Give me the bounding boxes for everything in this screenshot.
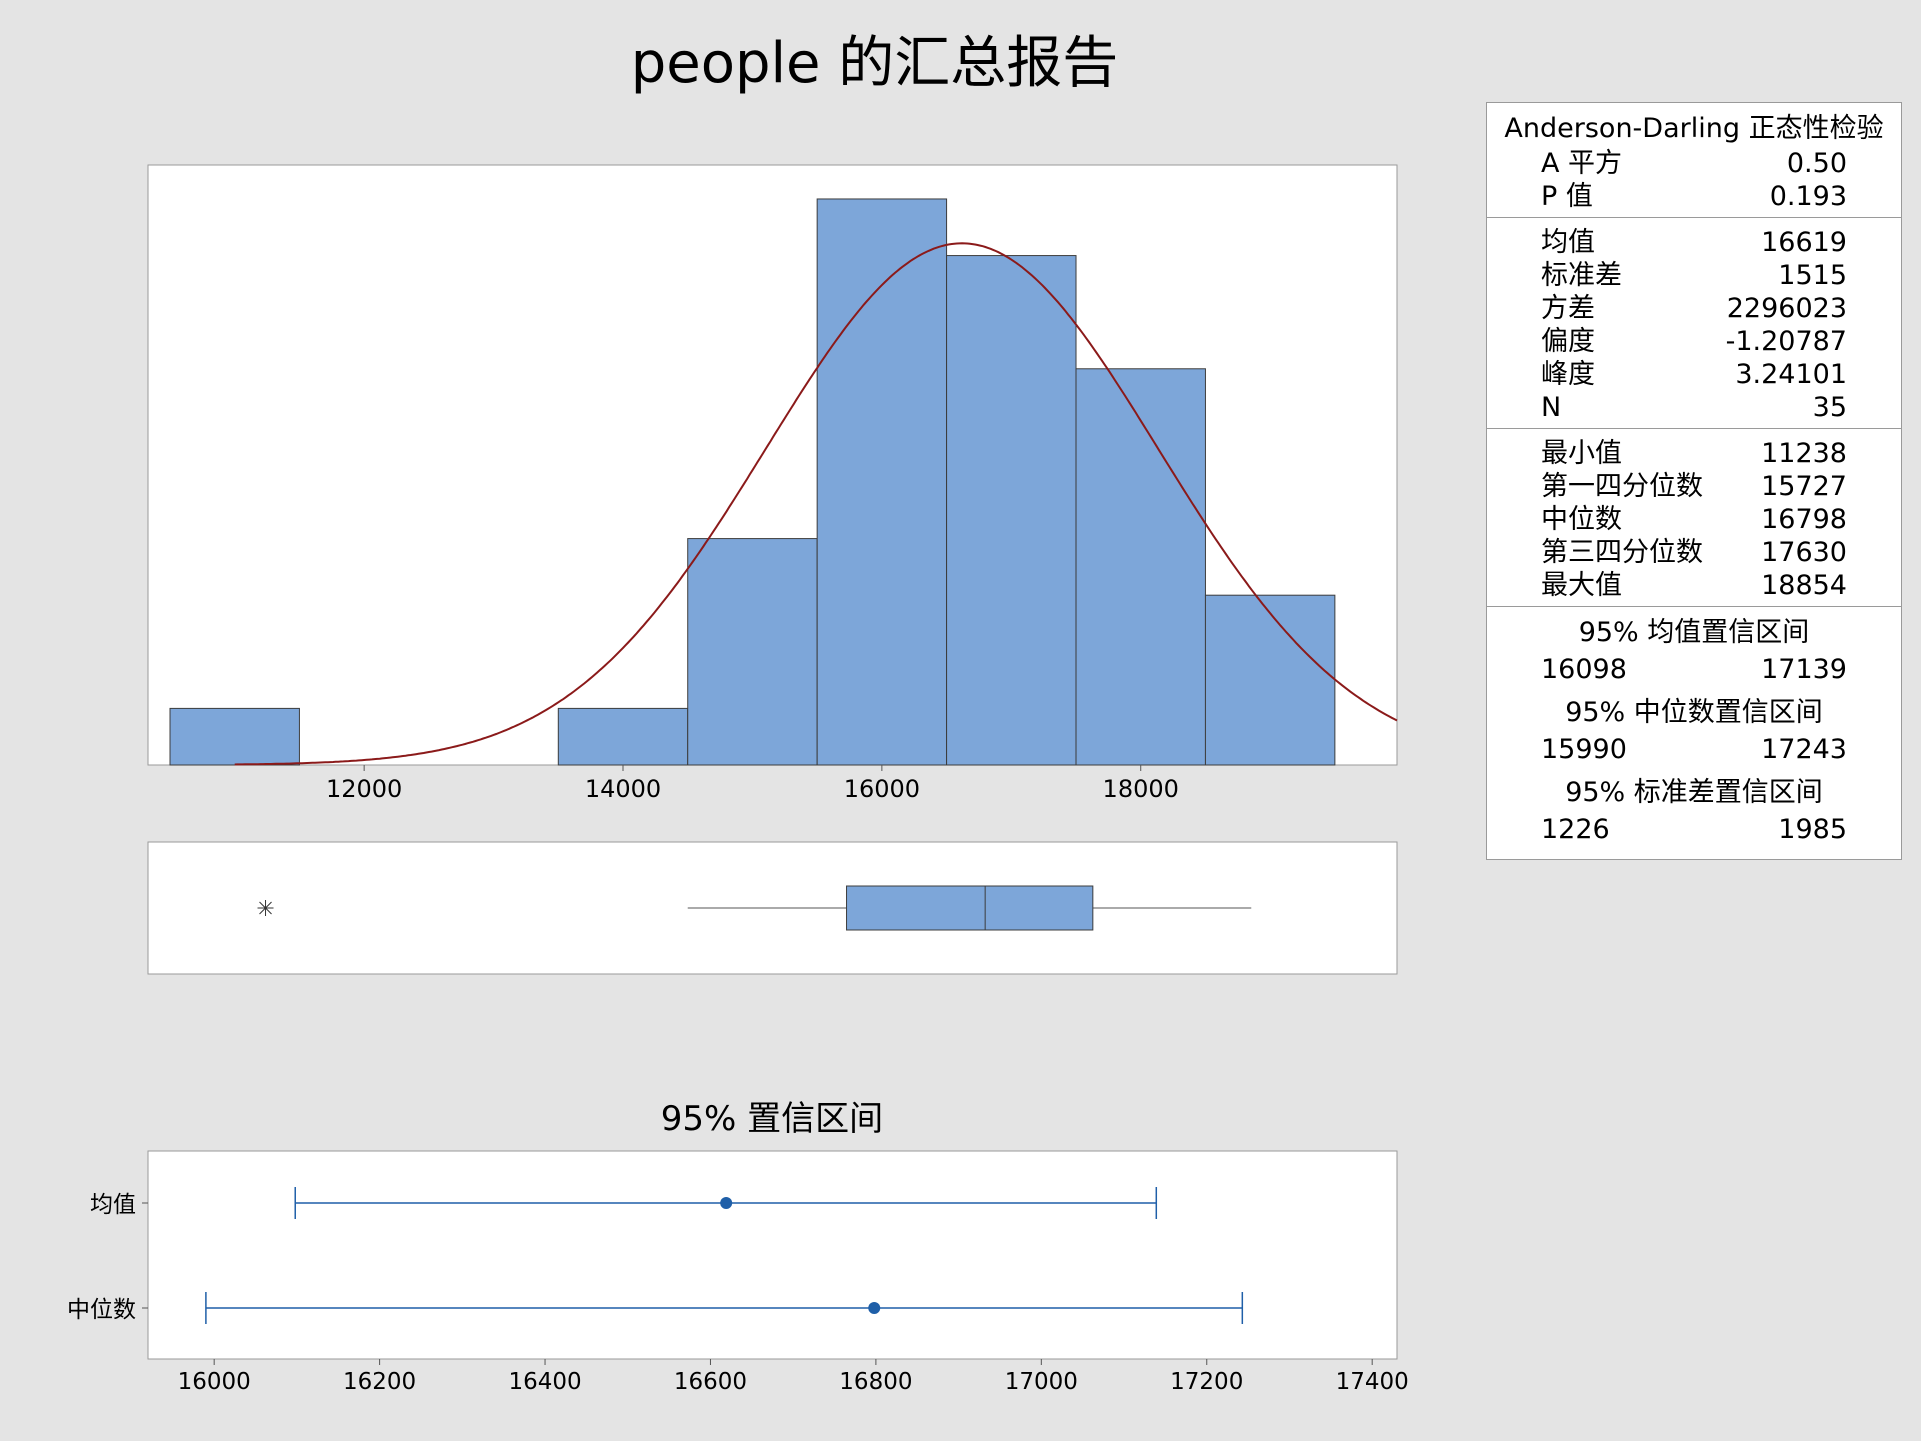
ci-estimate-point	[868, 1302, 881, 1314]
histogram-bar	[1075, 368, 1206, 766]
ci-x-tick-label: 17000	[1005, 1369, 1078, 1395]
desc-label: 均值	[1541, 227, 1595, 258]
quantile-section: 最小值 11238 第一四分位数 15727 中位数 16798 第三四分位数 17630 最大…	[1487, 428, 1901, 606]
boxplot-box	[846, 885, 1094, 931]
quant-value: 18854	[1761, 570, 1847, 601]
desc-row: 标准差 1515	[1487, 259, 1901, 292]
ci-median-low: 15990	[1541, 734, 1627, 765]
desc-label: 偏度	[1541, 326, 1595, 357]
ci-median-row: 15990 17243	[1487, 731, 1901, 769]
ad-row: A 平方 0.50	[1487, 147, 1901, 180]
quant-value: 11238	[1761, 438, 1847, 469]
ci-std-row: 1226 1985	[1487, 811, 1901, 849]
histogram-bar	[1204, 594, 1336, 766]
quant-row: 中位数 16798	[1487, 503, 1901, 536]
histogram-bar	[557, 707, 689, 766]
desc-value: 2296023	[1726, 293, 1847, 324]
desc-row: 偏度 -1.20787	[1487, 325, 1901, 358]
ad-label: P 值	[1541, 181, 1593, 212]
histogram-bar	[687, 538, 818, 766]
ci-x-tick-label: 16400	[508, 1369, 581, 1395]
histogram-x-tick-label: 14000	[585, 775, 661, 803]
desc-value: 1515	[1778, 260, 1847, 291]
ci-x-tick-label: 16000	[178, 1369, 251, 1395]
ci-x-tick-label: 16200	[343, 1369, 416, 1395]
ci-x-tick-label: 17400	[1336, 1369, 1409, 1395]
quant-label: 中位数	[1541, 504, 1622, 535]
histogram-bar	[946, 255, 1077, 766]
ci-x-tick-label: 16800	[839, 1369, 912, 1395]
outlier-stroke	[259, 901, 272, 915]
ci-mean-row: 16098 17139	[1487, 651, 1901, 689]
ci-category-label: 均值	[90, 1192, 136, 1218]
desc-value: 3.24101	[1735, 359, 1847, 390]
quant-label: 第三四分位数	[1541, 537, 1703, 568]
ci-estimate-point	[720, 1197, 733, 1209]
histogram-bar	[169, 707, 300, 766]
desc-value: 35	[1812, 392, 1847, 423]
ad-test-header: Anderson-Darling 正态性检验	[1504, 113, 1884, 144]
ci-chart-title: 95% 置信区间	[661, 1099, 883, 1139]
quant-value: 15727	[1761, 471, 1847, 502]
quant-row: 第一四分位数 15727	[1487, 470, 1901, 503]
ad-row: P 值 0.193	[1487, 180, 1901, 213]
ci-mean-header: 95% 均值置信区间	[1578, 617, 1810, 648]
desc-label: 标准差	[1541, 260, 1622, 291]
desc-label: N	[1541, 392, 1562, 423]
ci-std-high: 1985	[1778, 814, 1847, 845]
histogram-x-tick-label: 16000	[844, 775, 920, 803]
ci-median-header: 95% 中位数置信区间	[1565, 697, 1823, 728]
ci-section: 95% 均值置信区间 16098 17139 95% 中位数置信区间 15990…	[1487, 606, 1901, 859]
quant-row: 第三四分位数 17630	[1487, 536, 1901, 569]
desc-row: 峰度 3.24101	[1487, 358, 1901, 391]
desc-value: -1.20787	[1725, 326, 1847, 357]
quant-row: 最小值 11238	[1487, 437, 1901, 470]
ci-median-high: 17243	[1761, 734, 1847, 765]
quant-value: 17630	[1761, 537, 1847, 568]
ad-value: 0.193	[1769, 181, 1847, 212]
desc-label: 方差	[1541, 293, 1595, 324]
ci-std-low: 1226	[1541, 814, 1610, 845]
summary-stats-panel: Anderson-Darling 正态性检验 A 平方 0.50 P 值 0.193 …	[1486, 102, 1902, 860]
desc-label: 峰度	[1541, 359, 1595, 390]
ci-category-label: 中位数	[67, 1297, 136, 1323]
histogram-x-tick-label: 18000	[1103, 775, 1179, 803]
descriptive-section: 均值 16619 标准差 1515 方差 2296023 偏度 -1.20787 峰度 3.241…	[1487, 217, 1901, 428]
desc-value: 16619	[1761, 227, 1847, 258]
ci-mean-low: 16098	[1541, 654, 1627, 685]
quant-label: 第一四分位数	[1541, 471, 1703, 502]
ci-x-tick-label: 17200	[1170, 1369, 1243, 1395]
desc-row: 方差 2296023	[1487, 292, 1901, 325]
quant-label: 最小值	[1541, 438, 1622, 469]
ad-label: A 平方	[1541, 148, 1623, 179]
boxplot-outlier	[257, 900, 274, 916]
normal-fit-curve	[234, 242, 1398, 766]
desc-row: N 35	[1487, 391, 1901, 424]
histogram-x-tick-label: 12000	[326, 775, 402, 803]
quant-label: 最大值	[1541, 570, 1622, 601]
ci-mean-high: 17139	[1761, 654, 1847, 685]
quant-value: 16798	[1761, 504, 1847, 535]
ci-std-header: 95% 标准差置信区间	[1565, 777, 1823, 808]
page-title: people 的汇总报告	[630, 31, 1119, 96]
ad-test-section: Anderson-Darling 正态性检验 A 平方 0.50 P 值 0.193	[1487, 103, 1901, 217]
desc-row: 均值 16619	[1487, 226, 1901, 259]
ad-value: 0.50	[1786, 148, 1847, 179]
ci-plot-area	[147, 1150, 1398, 1360]
quant-row: 最大值 18854	[1487, 569, 1901, 602]
ci-x-tick-label: 16600	[674, 1369, 747, 1395]
